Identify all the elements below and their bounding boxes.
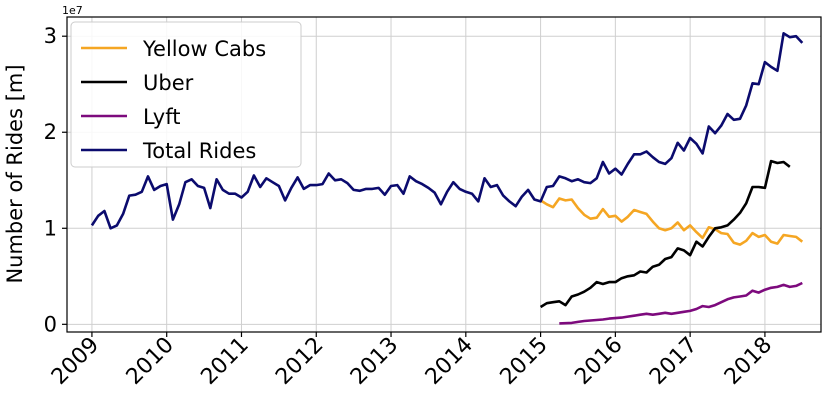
- x-tick-label: 2015: [496, 333, 553, 390]
- x-tick-label: 2016: [570, 333, 627, 390]
- x-tick-label: 2014: [421, 333, 478, 390]
- x-tick-label: 2018: [720, 333, 777, 390]
- total-rides-series-line: [90, 31, 804, 230]
- legend: Yellow Cabs Uber Lyft Total Rides: [70, 21, 302, 168]
- y-axis-label: Number of Rides [m]: [3, 64, 27, 283]
- y-tick-label: 1: [44, 216, 57, 240]
- uber-series-line: [539, 159, 791, 309]
- x-tick-label: 2013: [346, 333, 403, 390]
- legend-label-total-rides: Total Rides: [142, 139, 256, 163]
- x-tick-label: 2011: [196, 333, 253, 390]
- legend-label-lyft: Lyft: [143, 105, 180, 129]
- y-tick-label: 2: [44, 120, 57, 144]
- x-tick-label: 2009: [47, 333, 104, 390]
- legend-label-yellow-cabs: Yellow Cabs: [142, 37, 266, 61]
- x-tick-label: 2010: [122, 333, 179, 390]
- legend-label-uber: Uber: [143, 71, 194, 95]
- series-lines: [90, 31, 804, 325]
- y-exponent-label: 1e7: [62, 4, 83, 17]
- legend-box: [70, 21, 302, 168]
- plot-frame: [66, 16, 822, 333]
- x-tick-label: 2012: [271, 333, 328, 390]
- lyft-series-line: [559, 281, 803, 325]
- x-tick-label: 2017: [645, 333, 702, 390]
- x-axis-ticks: 2009 2010 2011 2012 2013 2014 2015 2016 2017 2018: [47, 332, 777, 390]
- y-axis-ticks: 0 1 2 3: [44, 24, 67, 336]
- y-tick-label: 0: [44, 312, 57, 336]
- yellow-cabs-series-line: [539, 197, 804, 246]
- y-tick-label: 3: [44, 24, 57, 48]
